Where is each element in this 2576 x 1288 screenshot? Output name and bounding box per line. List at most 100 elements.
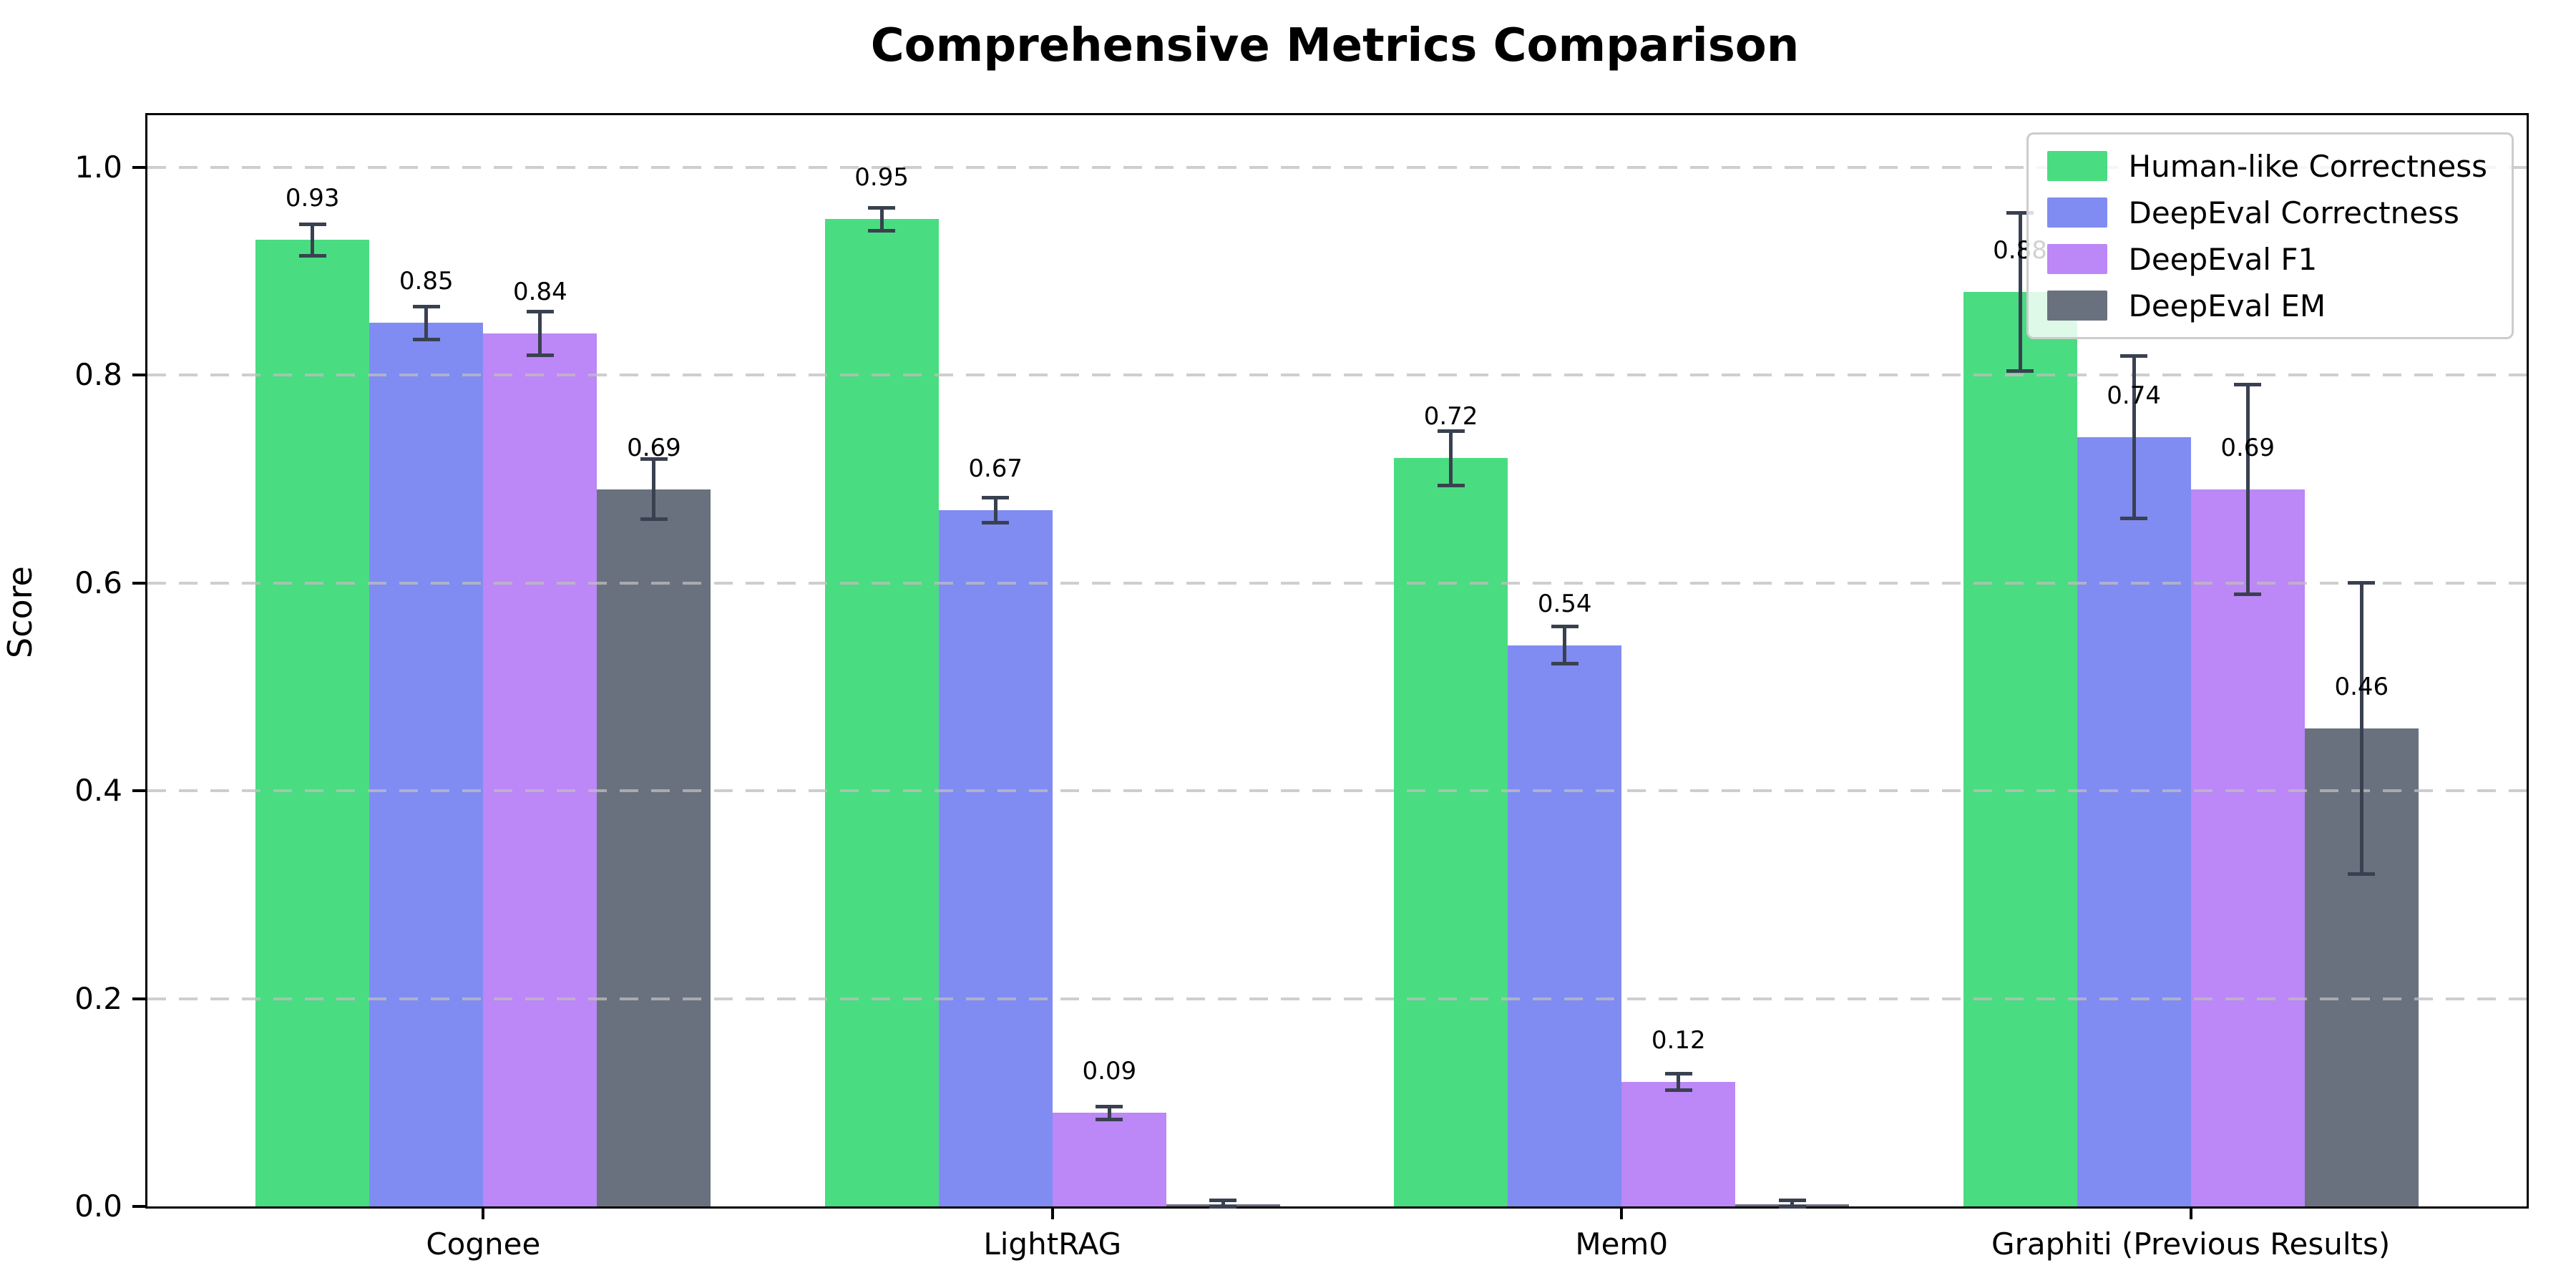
error-bar: [1449, 431, 1453, 486]
bar: [2077, 437, 2191, 1206]
bar-value-label: 0.09: [1082, 1057, 1137, 1086]
error-bar-cap: [1778, 1204, 1806, 1209]
y-axis-tick: [132, 789, 145, 793]
error-bar-cap: [982, 520, 1010, 525]
error-bar-cap: [868, 228, 896, 233]
y-axis-tick: [132, 374, 145, 377]
error-bar-cap: [2348, 872, 2376, 876]
bar: [483, 333, 597, 1206]
error-bar: [1221, 1200, 1225, 1206]
legend-swatch: [2046, 244, 2107, 274]
bar: [1621, 1081, 1736, 1206]
gridline: [147, 581, 2527, 585]
error-bar-cap: [1096, 1105, 1123, 1109]
error-bar-cap: [412, 304, 440, 308]
bar: [1963, 291, 2077, 1206]
legend-row: Human-like Correctness: [2046, 147, 2487, 185]
bar: [2190, 489, 2305, 1206]
legend: Human-like Correctness DeepEval Correctne…: [2026, 132, 2514, 339]
legend-swatch: [2046, 197, 2107, 228]
bar: [255, 240, 370, 1206]
bar: [824, 219, 939, 1206]
error-bar: [652, 459, 656, 519]
y-axis-tick: [132, 165, 145, 169]
bar-value-label: 0.67: [968, 454, 1023, 483]
x-axis-tick: [1620, 1206, 1624, 1219]
y-axis-tick: [132, 997, 145, 1000]
error-bar: [1107, 1106, 1111, 1119]
y-tick-label: 0.4: [74, 773, 122, 809]
error-bar-cap: [1778, 1198, 1806, 1202]
gridline: [147, 165, 2527, 169]
bar-value-label: 0.85: [399, 267, 454, 296]
x-category-label: Cognee: [426, 1226, 541, 1262]
error-bar: [2359, 582, 2363, 874]
y-tick-label: 1.0: [74, 149, 122, 185]
error-bar: [311, 224, 315, 256]
bar: [938, 509, 1053, 1206]
error-bar-cap: [2006, 211, 2034, 215]
bar-value-label: 0.46: [2334, 672, 2389, 701]
error-bar-cap: [1209, 1204, 1237, 1209]
error-bar-cap: [2234, 592, 2262, 597]
error-bar-cap: [1209, 1198, 1237, 1202]
error-bar: [2132, 356, 2136, 519]
x-axis-tick: [2189, 1206, 2192, 1219]
legend-row: DeepEval EM: [2046, 287, 2488, 324]
y-tick-label: 0.2: [74, 980, 122, 1016]
error-bar: [1677, 1073, 1681, 1091]
legend-label: DeepEval EM: [2128, 288, 2326, 323]
bar: [597, 489, 711, 1206]
error-bar: [1790, 1200, 1795, 1206]
error-bar-cap: [526, 353, 554, 357]
y-tick-label: 0.8: [74, 357, 122, 393]
bar-value-label: 0.84: [513, 278, 567, 306]
error-bar-cap: [640, 517, 668, 522]
legend-label: DeepEval Correctness: [2128, 195, 2459, 230]
error-bar-cap: [1437, 429, 1465, 434]
gridline: [147, 997, 2527, 1000]
bar-value-label: 0.95: [854, 163, 909, 192]
y-axis-tick: [132, 581, 145, 585]
error-bar-cap: [2006, 369, 2034, 373]
legend-row: DeepEval Correctness: [2046, 194, 2488, 231]
y-axis-tick: [132, 1205, 145, 1208]
error-bar-cap: [412, 338, 440, 342]
error-bar-cap: [526, 310, 554, 313]
bar: [1394, 458, 1508, 1206]
legend-row: DeepEval F1: [2046, 240, 2488, 278]
legend-label: DeepEval F1: [2128, 241, 2318, 277]
error-bar: [2245, 384, 2250, 595]
x-axis-tick: [482, 1206, 485, 1219]
error-bar: [424, 306, 429, 340]
x-category-label: Mem0: [1575, 1226, 1669, 1262]
legend-swatch: [2046, 151, 2107, 181]
error-bar-cap: [640, 457, 668, 462]
error-bar-cap: [1551, 662, 1579, 666]
bar-value-label: 0.72: [1423, 402, 1478, 431]
plot-area: Human-like Correctness DeepEval Correctne…: [74, 113, 2529, 1262]
bar-value-label: 0.69: [627, 433, 681, 462]
error-bar-cap: [2348, 581, 2376, 585]
bar: [1052, 1113, 1166, 1206]
x-category-label: LightRAG: [983, 1226, 1122, 1262]
error-bar-cap: [1664, 1088, 1692, 1092]
bar-value-label: 0.54: [1537, 589, 1592, 618]
error-bar-cap: [2120, 354, 2148, 358]
bar: [369, 323, 484, 1206]
bar-value-label: 0.93: [285, 184, 340, 213]
bar-value-label: 0.74: [2107, 381, 2161, 411]
error-bar: [2018, 213, 2022, 371]
bar-value-label: 0.69: [2220, 433, 2275, 462]
error-bar-cap: [298, 253, 326, 258]
error-bar: [1563, 626, 1567, 664]
gridline: [147, 374, 2527, 377]
gridline: [147, 789, 2527, 793]
x-axis-tick: [1050, 1206, 1054, 1219]
y-tick-label: 0.6: [74, 565, 122, 600]
error-bar-cap: [1437, 483, 1465, 487]
error-bar: [879, 208, 884, 231]
bar-value-label: 0.12: [1651, 1025, 1706, 1055]
error-bar-cap: [298, 223, 326, 226]
